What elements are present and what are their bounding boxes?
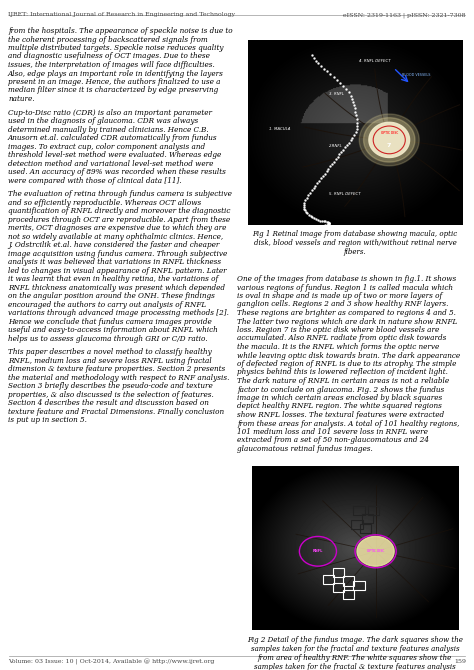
Text: 159: 159	[454, 659, 466, 664]
Bar	[333, 583, 344, 592]
Text: and diagnostic usefulness of OCT images. Due to these: and diagnostic usefulness of OCT images.…	[8, 52, 210, 60]
Text: 2.RNFL: 2.RNFL	[329, 143, 343, 147]
Text: images. To extract cup, color component analysis and: images. To extract cup, color component …	[8, 143, 205, 151]
Text: accumulated. Also RNFL radiate from optic disk towards: accumulated. Also RNFL radiate from opti…	[237, 334, 447, 342]
Text: and so efficiently reproducible. Whereas OCT allows: and so efficiently reproducible. Whereas…	[8, 199, 201, 207]
Text: used. An accuracy of 89% was recorded when these results: used. An accuracy of 89% was recorded wh…	[8, 168, 226, 176]
Text: OPTIC DISC: OPTIC DISC	[381, 131, 398, 135]
Text: Section 4 describes the result and discussion based on: Section 4 describes the result and discu…	[8, 399, 209, 407]
Text: the material and methodology with respect to RNF analysis.: the material and methodology with respec…	[8, 374, 229, 382]
Text: OPTIC DISC: OPTIC DISC	[367, 549, 384, 553]
Text: it was learnt that even in healthy retina, the variations of: it was learnt that even in healthy retin…	[8, 275, 218, 283]
Text: Fig 2 Detail of the fundus image. The dark squares show the
samples taken for th: Fig 2 Detail of the fundus image. The da…	[247, 636, 463, 670]
Text: encouraged the authors to carry out analysis of RNFL: encouraged the authors to carry out anal…	[8, 301, 206, 309]
Bar	[343, 590, 355, 599]
Text: image in which certain areas enclosed by black squares: image in which certain areas enclosed by…	[237, 394, 442, 402]
Text: properties, & also discussed is the selection of features.: properties, & also discussed is the sele…	[8, 391, 214, 399]
Text: show RNFL losses. The textural features were extracted: show RNFL losses. The textural features …	[237, 411, 444, 419]
Text: is oval in shape and is made up of two or more layers of: is oval in shape and is made up of two o…	[237, 292, 442, 300]
Text: nature.: nature.	[8, 95, 35, 103]
Text: analysis it was believed that variations in RNFL thickness: analysis it was believed that variations…	[8, 258, 221, 266]
Text: 3. RNFL: 3. RNFL	[329, 92, 344, 96]
Text: Fig 1 Retinal image from database showing macula, optic
disk, blood vessels and : Fig 1 Retinal image from database showin…	[253, 230, 457, 257]
Text: threshold level-set method were evaluated. Whereas edge: threshold level-set method were evaluate…	[8, 151, 221, 159]
Text: ganglion cells. Regions 2 and 3 show healthy RNF layers.: ganglion cells. Regions 2 and 3 show hea…	[237, 301, 448, 308]
Text: Hence we conclude that fundus camera images provide: Hence we conclude that fundus camera ima…	[8, 318, 212, 326]
Text: the macula. It is the RNFL which forms the optic nerve: the macula. It is the RNFL which forms t…	[237, 343, 439, 351]
Bar	[343, 576, 355, 586]
Text: 101 medium loss and 101 severe loss in RNFL were: 101 medium loss and 101 severe loss in R…	[237, 428, 428, 436]
Text: variations through advanced image processing methods [2].: variations through advanced image proces…	[8, 309, 229, 317]
Text: image acquisition using fundus camera. Through subjective: image acquisition using fundus camera. T…	[8, 250, 227, 258]
Text: median filter since it is characterized by edge preserving: median filter since it is characterized …	[8, 86, 218, 94]
Text: loss. Region 7 is the optic disk where blood vessels are: loss. Region 7 is the optic disk where b…	[237, 326, 439, 334]
Text: various regions of fundus. Region 1 is called macula which: various regions of fundus. Region 1 is c…	[237, 283, 453, 291]
Text: led to changes in visual appearance of RNFL pattern. Later: led to changes in visual appearance of R…	[8, 267, 227, 275]
Text: RNFL thickness anatomically was present which depended: RNFL thickness anatomically was present …	[8, 283, 225, 291]
Text: 1. MACULA: 1. MACULA	[269, 127, 291, 131]
Text: present in an image. Hence, the authors finalized to use a: present in an image. Hence, the authors …	[8, 78, 220, 86]
Text: 7: 7	[387, 143, 392, 148]
Bar	[354, 505, 365, 515]
Text: The latter two regions which are dark in nature show RNFL: The latter two regions which are dark in…	[237, 318, 457, 326]
Text: IJRET: International Journal of Research in Engineering and Technology: IJRET: International Journal of Research…	[8, 12, 235, 17]
Bar	[322, 575, 334, 584]
Text: glaucomatous retinal fundus images.: glaucomatous retinal fundus images.	[237, 445, 373, 453]
Text: RNFL: RNFL	[313, 549, 323, 553]
Text: depict healthy RNFL region. The white squared regions: depict healthy RNFL region. The white sq…	[237, 403, 442, 411]
Text: RNFL, medium loss and severe loss RNFL using fractal: RNFL, medium loss and severe loss RNFL u…	[8, 357, 212, 364]
Text: physics behind this is lowered reflection of incident light.: physics behind this is lowered reflectio…	[237, 369, 448, 377]
Text: eISSN: 2319-1163 | pISSN: 2321-7308: eISSN: 2319-1163 | pISSN: 2321-7308	[343, 12, 466, 17]
Text: 4. RNFL DEFECT: 4. RNFL DEFECT	[359, 58, 391, 62]
Text: issues, the interpretation of images will face difficulties.: issues, the interpretation of images wil…	[8, 61, 215, 69]
Text: This paper describes a novel method to classify healthy: This paper describes a novel method to c…	[8, 348, 212, 356]
Text: Section 3 briefly describes the pseudo-code and texture: Section 3 briefly describes the pseudo-c…	[8, 383, 213, 391]
Text: texture feature and Fractal Dimensions. Finally conclusion: texture feature and Fractal Dimensions. …	[8, 408, 224, 416]
Text: factor to conclude on glaucoma. Fig. 2 shows the fundus: factor to conclude on glaucoma. Fig. 2 s…	[237, 385, 444, 393]
Text: These regions are brighter as compared to regions 4 and 5.: These regions are brighter as compared t…	[237, 309, 456, 317]
Text: Volume: 03 Issue: 10 | Oct-2014, Available @ http://www.ijret.org: Volume: 03 Issue: 10 | Oct-2014, Availab…	[8, 659, 214, 665]
Text: One of the images from database is shown in fig.1. It shows: One of the images from database is shown…	[237, 275, 456, 283]
Bar	[368, 505, 379, 515]
Text: extracted from a set of 50 non-glaucomatous and 24: extracted from a set of 50 non-glaucomat…	[237, 436, 429, 444]
Text: BLOOD VESSELS: BLOOD VESSELS	[402, 73, 430, 77]
Text: Also, edge plays an important role in identifying the layers: Also, edge plays an important role in id…	[8, 70, 224, 78]
Polygon shape	[364, 118, 415, 162]
Bar	[354, 582, 365, 590]
Bar	[362, 514, 373, 523]
Text: detection method and variational level-set method were: detection method and variational level-s…	[8, 159, 213, 168]
Text: used in the diagnosis of glaucoma. CDR was always: used in the diagnosis of glaucoma. CDR w…	[8, 117, 198, 125]
Polygon shape	[369, 123, 410, 157]
Text: J. Odstrcilik et.al. have considered the faster and cheaper: J. Odstrcilik et.al. have considered the…	[8, 241, 219, 249]
Text: Anusorn et.al. calculated CDR automatically from fundus: Anusorn et.al. calculated CDR automatica…	[8, 134, 218, 142]
Text: from these areas for analysis. A total of 101 healthy regions,: from these areas for analysis. A total o…	[237, 419, 459, 427]
Text: The evaluation of retina through fundus camera is subjective: The evaluation of retina through fundus …	[8, 190, 232, 198]
Text: from the hospitals. The appearance of speckle noise is due to: from the hospitals. The appearance of sp…	[8, 27, 233, 35]
Text: multiple distributed targets. Speckle noise reduces quality: multiple distributed targets. Speckle no…	[8, 44, 224, 52]
Text: not so widely available at many ophthalmic clinics. Hence,: not so widely available at many ophthalm…	[8, 232, 223, 241]
Text: the coherent processing of backscattered signals from: the coherent processing of backscattered…	[8, 36, 208, 44]
Text: is put up in section 5.: is put up in section 5.	[8, 416, 87, 424]
Text: quantification of RNFL directly and moreover the diagnostic: quantification of RNFL directly and more…	[8, 207, 230, 215]
Text: determined manually by trained clinicians. Hence C.B.: determined manually by trained clinician…	[8, 125, 209, 133]
Text: 5. RNFL DEFECT: 5. RNFL DEFECT	[329, 192, 361, 196]
Polygon shape	[359, 114, 419, 165]
Bar	[360, 524, 371, 533]
Text: while leaving optic disk towards brain. The dark appearance: while leaving optic disk towards brain. …	[237, 352, 460, 360]
Text: dimension & texture feature properties. Section 2 presents: dimension & texture feature properties. …	[8, 365, 225, 373]
Text: on the angular position around the ONH. These findings: on the angular position around the ONH. …	[8, 292, 215, 300]
Text: Cup-to-Disc ratio (CDR) is also an important parameter: Cup-to-Disc ratio (CDR) is also an impor…	[8, 109, 212, 117]
Text: merits, OCT diagnoses are expensive due to which they are: merits, OCT diagnoses are expensive due …	[8, 224, 227, 232]
Text: helps us to assess glaucoma through GRI or C/D ratio.: helps us to assess glaucoma through GRI …	[8, 335, 208, 342]
Text: were compared with those of clinical data [11].: were compared with those of clinical dat…	[8, 177, 182, 185]
Text: The dark nature of RNFL in certain areas is not a reliable: The dark nature of RNFL in certain areas…	[237, 377, 449, 385]
Text: procedures through OCT are reproducible. Apart from these: procedures through OCT are reproducible.…	[8, 216, 230, 224]
Polygon shape	[357, 537, 394, 566]
Text: of defected region of RNFL is due to its atrophy. The simple: of defected region of RNFL is due to its…	[237, 360, 456, 368]
Bar	[351, 521, 363, 529]
Text: useful and easy-to-access information about RNFL which: useful and easy-to-access information ab…	[8, 326, 218, 334]
Bar	[333, 568, 344, 578]
